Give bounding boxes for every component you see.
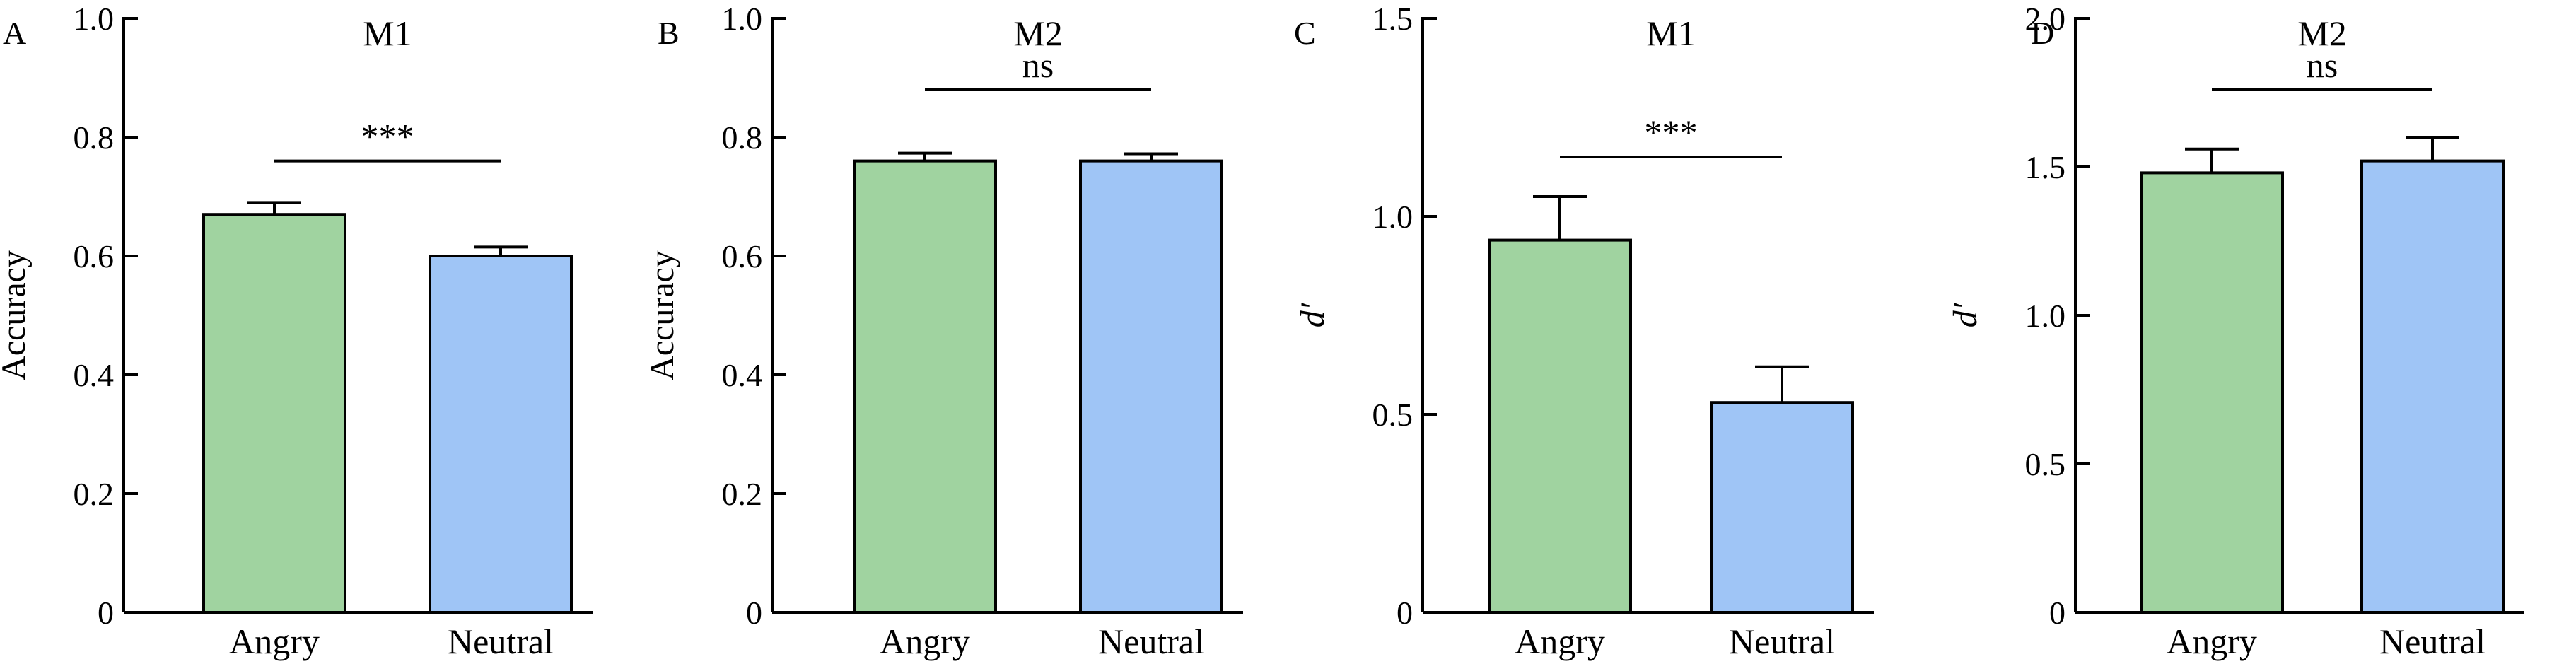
chart-title: M1 [363, 13, 412, 53]
x-tick-label: Neutral [1098, 622, 1204, 661]
y-tick-label: 0.4 [74, 357, 115, 393]
y-tick-label: 0.8 [722, 120, 763, 156]
bar-neutral [1079, 159, 1223, 615]
bar-angry [853, 159, 997, 615]
y-tick-label: 2.0 [2025, 1, 2066, 37]
y-tick-label: 0.2 [722, 476, 763, 512]
y-tick-label: 0.4 [722, 357, 763, 393]
bar-angry [202, 213, 346, 614]
y-tick-label: 0 [98, 595, 114, 631]
y-axis-label: Accuracy [643, 250, 681, 380]
y-axis-label: Accuracy [0, 250, 33, 380]
y-tick-label: 1.0 [1372, 199, 1414, 235]
x-tick-label: Neutral [1729, 622, 1835, 661]
x-tick-label: Neutral [448, 622, 554, 661]
bar-neutral [429, 255, 573, 614]
panel-c: C 0 0.5 1.0 1.5 d′ M1 Angry Neutral *** [1294, 1, 1874, 661]
panel-letter: D [2031, 15, 2054, 51]
significance-label: *** [361, 117, 414, 156]
panel-a: A 0 0.2 0.4 0.6 0.8 1.0 Accuracy M1 Angry Neutral *… [0, 1, 593, 661]
y-tick-label: 0 [746, 595, 762, 631]
y-tick-label: 0 [1397, 595, 1413, 631]
bar-angry [2140, 171, 2284, 614]
significance-label: ns [2307, 45, 2338, 85]
x-tick-label: Angry [2167, 622, 2257, 661]
y-tick-label: 0.5 [2025, 446, 2066, 482]
y-tick-label: 0.6 [74, 238, 115, 274]
y-tick-label: 1.0 [74, 1, 115, 37]
x-tick-label: Angry [880, 622, 970, 661]
y-tick-label: 0.8 [74, 120, 115, 156]
panel-letter: B [658, 15, 680, 51]
y-axis-label: d′ [1294, 302, 1331, 327]
bar-neutral [1710, 401, 1854, 614]
chart-title: M1 [1646, 13, 1695, 53]
y-tick-label: 1.5 [1372, 1, 1414, 37]
significance-label: *** [1645, 112, 1698, 152]
chart-title: M2 [1013, 13, 1062, 53]
y-tick-label: 1.5 [2025, 149, 2066, 185]
panel-d: D 0 0.5 1.0 1.5 2.0 d′ M2 Angry Neutral ns [1947, 1, 2524, 661]
x-tick-label: Angry [1515, 622, 1605, 661]
y-tick-label: 1.0 [2025, 298, 2066, 334]
bar-angry [1488, 238, 1632, 615]
chart-title: M2 [2297, 13, 2346, 53]
y-tick-label: 0 [2049, 595, 2065, 631]
panel-letter: A [3, 15, 26, 51]
y-tick-label: 0.5 [1372, 397, 1414, 433]
y-tick-label: 0.6 [722, 238, 763, 274]
y-tick-label: 0.2 [74, 476, 115, 512]
panel-letter: C [1294, 15, 1316, 51]
bar-neutral [2360, 159, 2505, 615]
panel-b: B 0 0.2 0.4 0.6 0.8 1.0 Accuracy M2 Angry Neutral n… [643, 1, 1243, 661]
x-tick-label: Neutral [2379, 622, 2485, 661]
y-axis-label: d′ [1947, 302, 1984, 327]
significance-label: ns [1022, 45, 1054, 85]
y-tick-label: 1.0 [722, 1, 763, 37]
x-tick-label: Angry [229, 622, 320, 661]
